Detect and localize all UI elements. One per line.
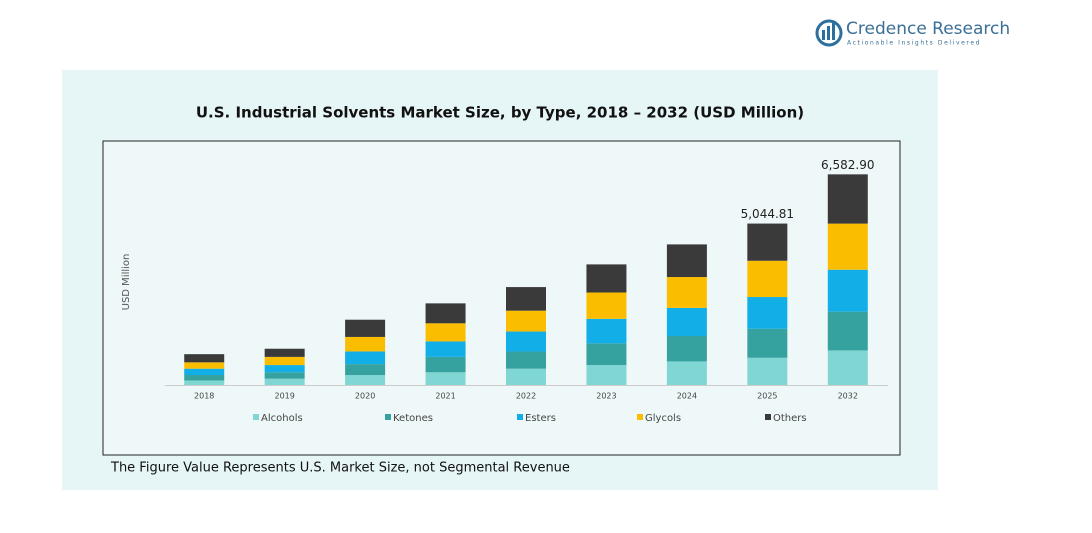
x-tick-label: 2019 bbox=[274, 392, 294, 401]
bar-segment bbox=[184, 375, 225, 381]
bar-segment bbox=[425, 356, 466, 373]
legend-swatch bbox=[765, 414, 771, 420]
bar-segment bbox=[747, 223, 788, 261]
bar-segment bbox=[827, 311, 868, 351]
bar-segment bbox=[666, 361, 707, 385]
bar-segment bbox=[184, 354, 225, 363]
legend-label: Alcohols bbox=[261, 413, 303, 424]
bar-segment bbox=[264, 372, 305, 379]
logo: Credence Research Actionable Insights De… bbox=[815, 19, 1010, 47]
logo-icon-bar bbox=[832, 22, 835, 40]
legend-swatch bbox=[385, 414, 391, 420]
bar-segment bbox=[827, 223, 868, 270]
bar-segment bbox=[345, 375, 386, 385]
bar-segment bbox=[506, 351, 546, 369]
bar-segment bbox=[586, 343, 627, 366]
bar-segment bbox=[264, 356, 305, 366]
legend-label: Glycols bbox=[645, 413, 681, 424]
bar-segment bbox=[586, 264, 627, 293]
bar-segment bbox=[184, 368, 225, 376]
x-tick-label: 2021 bbox=[435, 392, 455, 401]
bar-segment bbox=[345, 319, 386, 337]
bar-segment bbox=[264, 378, 305, 385]
bar-segment bbox=[747, 297, 788, 329]
x-tick-label: 2018 bbox=[194, 392, 214, 401]
y-axis-label: USD Million bbox=[121, 254, 132, 311]
x-tick-label: 2023 bbox=[596, 392, 616, 401]
bar-segment bbox=[666, 277, 707, 308]
bar-segment bbox=[506, 368, 546, 385]
x-tick-label: 2024 bbox=[677, 392, 697, 401]
bar-segment bbox=[827, 350, 868, 385]
bar-segment bbox=[425, 372, 466, 385]
legend-label: Others bbox=[773, 413, 807, 424]
bar-segment bbox=[264, 365, 305, 373]
legend-label: Ketones bbox=[393, 413, 433, 424]
chart-title: U.S. Industrial Solvents Market Size, by… bbox=[196, 104, 804, 122]
x-tick-label: 2032 bbox=[838, 392, 858, 401]
logo-icon-bar bbox=[822, 30, 825, 40]
bar-segment bbox=[184, 362, 225, 369]
bar-segment bbox=[666, 244, 707, 278]
bar-segment bbox=[345, 336, 386, 352]
bar-segment bbox=[666, 336, 707, 362]
total-label: 6,582.90 bbox=[821, 158, 874, 172]
bar-segment bbox=[827, 269, 868, 312]
bar-segment bbox=[425, 323, 466, 342]
logo-icon-bar bbox=[827, 26, 830, 40]
x-tick-label: 2025 bbox=[757, 392, 777, 401]
brand: Credence Research bbox=[846, 19, 1010, 39]
bar-segment bbox=[345, 364, 386, 376]
bar-segment bbox=[264, 348, 305, 357]
bar-segment bbox=[666, 307, 707, 337]
x-tick-label: 2020 bbox=[355, 392, 375, 401]
bar-segment bbox=[184, 380, 225, 385]
legend-swatch bbox=[517, 414, 523, 420]
legend-swatch bbox=[253, 414, 259, 420]
tagline: Actionable Insights Delivered bbox=[847, 40, 981, 47]
total-label: 5,044.81 bbox=[741, 207, 794, 221]
bar-segment bbox=[506, 331, 546, 352]
bar-segment bbox=[586, 292, 627, 319]
bar-segment bbox=[747, 357, 788, 385]
legend-swatch bbox=[637, 414, 643, 420]
bar-segment bbox=[586, 365, 627, 385]
logo-icon bbox=[815, 19, 843, 47]
bar-segment bbox=[425, 303, 466, 324]
bar-segment bbox=[827, 174, 868, 224]
bar-segment bbox=[425, 341, 466, 357]
bar-segment bbox=[506, 287, 546, 311]
bar-segment bbox=[747, 328, 788, 358]
footnote: The Figure Value Represents U.S. Market … bbox=[110, 461, 570, 476]
bar-segment bbox=[345, 351, 386, 365]
bar-segment bbox=[747, 260, 788, 298]
x-tick-label: 2022 bbox=[516, 392, 536, 401]
legend-label: Esters bbox=[525, 413, 556, 424]
bar-segment bbox=[586, 318, 627, 344]
bar-segment bbox=[506, 310, 546, 332]
